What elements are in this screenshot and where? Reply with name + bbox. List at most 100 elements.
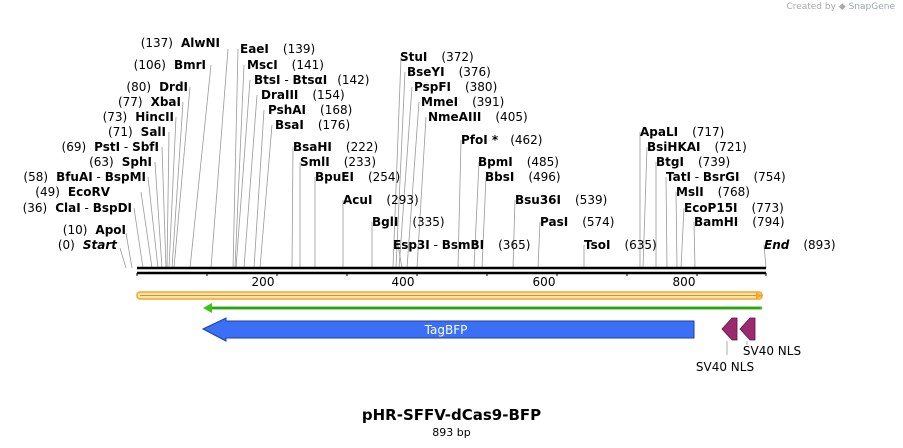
leader-line [416, 116, 427, 269]
site-label: MslI (768) [676, 185, 750, 199]
tagbfp-arrow[interactable] [201, 317, 695, 342]
leader-line [473, 161, 480, 269]
leader-line [133, 207, 144, 269]
ruler-label: 200 [252, 275, 275, 289]
leader-line [665, 176, 668, 269]
site-label: Bsu36I (539) [515, 193, 607, 207]
site-label: TsoI (635) [584, 238, 657, 252]
site-label: (58) BfuAI - BspMI [23, 170, 146, 184]
site-label: (69) PstI - SbfI [62, 140, 159, 154]
leader-line [392, 56, 402, 269]
leader-line [512, 199, 516, 269]
orange-feature-bar [136, 291, 763, 300]
leader-line [234, 64, 245, 269]
leader-line [680, 207, 685, 269]
leader-line [189, 64, 212, 269]
ruler-ticks [136, 273, 767, 276]
site-label: (71) SalI [108, 125, 166, 139]
site-label: BseYI (376) [407, 65, 491, 79]
leader-line [119, 247, 127, 269]
site-label: (36) ClaI - BspDI [23, 201, 132, 215]
leader-line [398, 86, 413, 269]
leader-line [243, 94, 258, 269]
site-label: (106) BmrI [134, 58, 206, 72]
sv40-nls-label: SV40 NLS [696, 360, 754, 374]
site-leader-lines [119, 48, 767, 269]
site-label: SmlI (233) [300, 155, 376, 169]
leader-line [161, 146, 167, 269]
leader-line [168, 116, 177, 269]
leader-line [642, 146, 648, 269]
leader-line [397, 244, 403, 269]
site-label: BpmI (485) [478, 155, 559, 169]
sv40-nls-feature-b[interactable]: SV40 NLS [739, 317, 801, 358]
site-label: MmeI (391) [421, 95, 504, 109]
green-feature-arrow [203, 303, 762, 313]
site-label: MscI (141) [247, 58, 324, 72]
site-label: BtsI - BtsαI (142) [254, 73, 369, 87]
leader-line [210, 48, 229, 269]
site-labels: (137) AlwNI (106) BmrI (80) DrdI (77) XbaI (… [23, 36, 836, 252]
site-label: PfoI * (462) [461, 133, 542, 147]
site-label: (63) SphI [89, 155, 152, 169]
site-label: Esp3I - BsmBI (365) [393, 238, 530, 252]
leader-line [481, 176, 487, 269]
site-label: TatI - BsrGI (754) [666, 170, 786, 184]
tagbfp-label: TagBFP [424, 323, 468, 337]
site-label: EcoP15I (773) [684, 201, 784, 215]
snapgene-logo-icon: ◆ [838, 2, 846, 12]
site-label: BglI (335) [372, 215, 445, 229]
sequence-ruler: 200 400 600 800 [136, 266, 767, 289]
sv40-nls-label: SV40 NLS [743, 344, 801, 358]
site-label: PshAI (168) [268, 103, 352, 117]
snapgene-credit: Created by ◆ SnapGene [786, 2, 895, 12]
leader-line [173, 86, 191, 269]
site-label: (10) ApoI [63, 223, 126, 237]
leader-line [125, 232, 133, 269]
sv40-nls-feature-a[interactable]: SV40 NLS [696, 317, 754, 374]
leader-line [232, 48, 239, 269]
site-label: (77) XbaI [118, 95, 181, 109]
leader-line [537, 221, 541, 269]
ruler-label: 600 [533, 275, 556, 289]
site-label: BamHI (794) [694, 215, 785, 229]
site-label: DraIII (154) [261, 88, 345, 102]
plasmid-length: 893 bp [432, 426, 471, 439]
site-label: BsaI (176) [275, 118, 350, 132]
leader-line [457, 139, 462, 269]
credit-brand: SnapGene [848, 2, 895, 12]
leader-line [675, 191, 678, 269]
leader-line [259, 124, 273, 269]
site-label: BpuEI (254) [315, 170, 400, 184]
site-label: BsaHI (222) [293, 140, 378, 154]
site-label: NmeAIII (405) [428, 110, 528, 124]
leader-line [395, 71, 406, 269]
site-label: StuI (372) [400, 50, 474, 64]
site-label: BsiHKAI (721) [647, 140, 747, 154]
sv40-nls-arrow[interactable] [739, 317, 756, 341]
leader-line [693, 221, 696, 269]
ruler-label: 800 [673, 275, 696, 289]
site-label: ApaLI (717) [640, 125, 724, 139]
leader-line [171, 101, 184, 269]
leader-line [253, 109, 265, 269]
site-label: PspFI (380) [414, 80, 497, 94]
tagbfp-feature[interactable]: TagBFP [201, 317, 695, 342]
leader-line [154, 161, 163, 269]
leader-line [235, 79, 251, 269]
site-label: (49) EcoRV [35, 185, 110, 199]
site-label: (137) AlwNI [141, 36, 220, 50]
leader-line [763, 244, 767, 269]
site-label: PasI (574) [540, 215, 614, 229]
site-label: EaeI (139) [240, 42, 315, 56]
leader-line [147, 176, 159, 269]
plasmid-title: pHR-SFFV-dCas9-BFP [361, 406, 542, 424]
site-label: BtgI (739) [656, 155, 730, 169]
leader-line [291, 146, 294, 269]
site-label: (80) DrdI [126, 80, 188, 94]
credit-prefix: Created by [786, 2, 836, 12]
sv40-nls-arrow[interactable] [721, 317, 738, 341]
site-label-end: End (893) [764, 238, 836, 252]
leader-line [406, 101, 420, 269]
